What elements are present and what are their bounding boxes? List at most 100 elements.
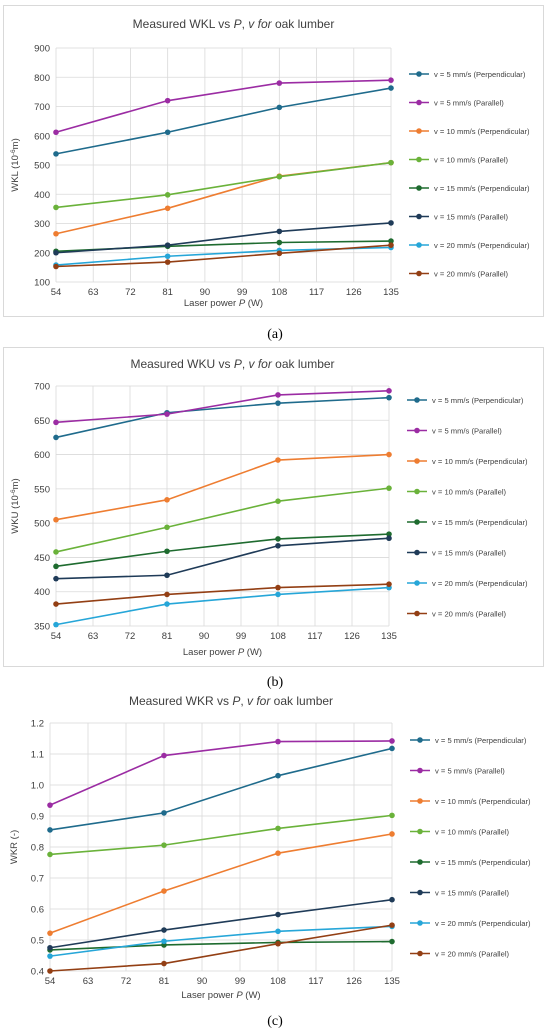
x-tick-label: 108 [270, 976, 286, 987]
data-point [161, 960, 167, 967]
y-tick-label: 1.0 [31, 781, 44, 792]
y-tick-label: 900 [34, 44, 50, 55]
data-point [47, 930, 53, 936]
data-point [53, 230, 59, 237]
data-point [164, 601, 170, 607]
y-tick-label: 650 [34, 416, 50, 427]
data-point [161, 810, 167, 816]
data-point [164, 497, 170, 503]
y-tick-label: 100 [34, 278, 50, 289]
data-point [275, 928, 281, 935]
data-point [389, 896, 395, 903]
x-tick-label: 63 [83, 976, 94, 987]
data-point [275, 400, 281, 406]
data-point [275, 940, 281, 947]
series-line-5 [55, 533, 390, 568]
data-point [275, 392, 281, 398]
legend-label: v = 20 mm/s (Perpendicular) [434, 241, 530, 250]
series-line-2 [55, 79, 392, 134]
series-line-8 [55, 583, 390, 605]
y-tick-label: 200 [34, 248, 50, 259]
data-point [164, 572, 170, 579]
chart-title: Measured WKL vs P, v for oak lumber [133, 17, 335, 31]
data-point [276, 104, 283, 111]
y-tick-label: 0.7 [31, 874, 44, 885]
legend-marker [414, 458, 420, 464]
x-tick-label: 117 [308, 976, 323, 987]
y-tick-label: 1.2 [31, 719, 44, 730]
data-point [161, 927, 167, 933]
series-line-4 [55, 161, 392, 209]
chart-title: Measured WKR vs P, v for oak lumber [129, 694, 333, 708]
data-point [164, 259, 171, 265]
legend-label: v = 20 mm/s (Parallel) [434, 270, 509, 279]
y-tick-label: 550 [34, 484, 50, 495]
legend-label: v = 15 mm/s (Parallel) [435, 889, 510, 898]
data-point [47, 802, 53, 808]
data-point [164, 524, 170, 531]
series-line-6 [49, 898, 393, 949]
series-line-2 [49, 740, 393, 806]
legend-label: v = 10 mm/s (Parallel) [435, 828, 510, 837]
series-line-3 [55, 453, 390, 521]
x-tick-label: 63 [88, 287, 99, 298]
y-tick-label: 600 [34, 131, 50, 142]
x-axis-label: Laser power P (W) [184, 298, 263, 309]
caption-b: (b) [266, 675, 284, 690]
chart-c-svg: Measured WKR vs P, v for oak lumber 0.4 0.… [9, 694, 531, 1001]
series-line-1 [49, 747, 393, 831]
data-point [389, 831, 395, 837]
data-point [388, 77, 394, 83]
legend-label: v = 15 mm/s (Perpendicular) [432, 518, 528, 527]
data-point [275, 850, 281, 856]
data-point [276, 239, 283, 246]
data-point [53, 263, 59, 270]
data-point [388, 238, 394, 244]
legend-marker [414, 519, 420, 525]
data-point [386, 394, 392, 401]
data-point [164, 192, 171, 198]
caption-c: (c) [267, 1014, 283, 1029]
legend-marker [416, 185, 422, 191]
caption-a: (a) [267, 327, 283, 342]
data-point [53, 601, 59, 607]
legend-label: v = 15 mm/s (Perpendicular) [434, 184, 530, 193]
x-tick-label: 108 [270, 631, 286, 642]
legend-marker [417, 950, 423, 957]
data-point [275, 536, 281, 542]
y-tick-label: 400 [34, 587, 50, 598]
data-point [161, 752, 167, 759]
y-axis-label: WKU (10-6m) [10, 478, 21, 533]
data-point [164, 205, 171, 212]
legend-label: v = 5 mm/s (Perpendicular) [432, 396, 524, 405]
legend-marker [414, 549, 420, 556]
y-tick-label: 350 [34, 622, 50, 633]
x-tick-label: 72 [125, 631, 136, 642]
x-tick-label: 126 [346, 287, 362, 298]
legend-marker [416, 156, 422, 163]
legend-label: v = 20 mm/s (Parallel) [432, 610, 507, 619]
legend-marker [417, 859, 423, 865]
x-tick-label: 117 [309, 287, 324, 298]
data-point [275, 825, 281, 832]
data-point [275, 591, 281, 598]
series-line-6 [55, 537, 390, 580]
x-tick-label: 63 [88, 631, 99, 642]
data-point [389, 745, 395, 752]
y-tick-label: 1.1 [31, 750, 44, 761]
data-point [388, 220, 394, 226]
chart-title: Measured WKU vs P, v for oak lumber [130, 357, 334, 371]
chart-a-svg: Measured WKL vs P, v for oak lumber 100 20… [10, 17, 530, 309]
data-point [161, 888, 167, 894]
data-point [53, 575, 59, 582]
y-tick-label: 300 [34, 219, 50, 230]
series-line-3 [49, 833, 393, 934]
data-point [164, 129, 171, 136]
x-tick-label: 135 [384, 976, 400, 987]
chart-panel-b: Measured WKU vs P, v for oak lumber 350 40… [3, 347, 544, 667]
legend-label: v = 5 mm/s (Parallel) [435, 767, 505, 776]
data-point [275, 911, 281, 918]
data-point [164, 411, 170, 417]
legend-marker [416, 128, 422, 134]
data-point [164, 591, 170, 598]
